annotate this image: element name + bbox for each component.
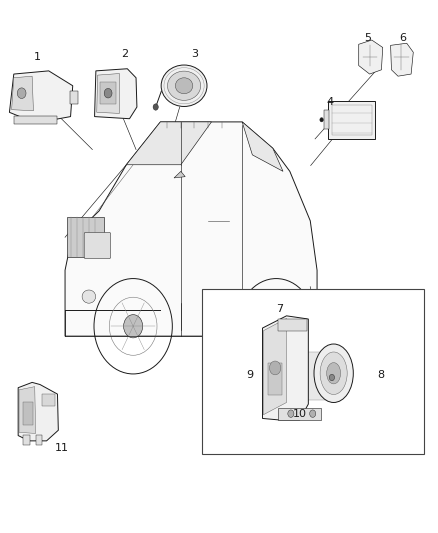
Polygon shape bbox=[97, 74, 120, 114]
Polygon shape bbox=[263, 319, 286, 415]
Ellipse shape bbox=[82, 290, 95, 303]
Ellipse shape bbox=[161, 65, 207, 107]
FancyBboxPatch shape bbox=[35, 435, 42, 445]
Circle shape bbox=[288, 410, 294, 417]
Polygon shape bbox=[10, 71, 73, 123]
FancyBboxPatch shape bbox=[22, 401, 33, 425]
Text: 9: 9 bbox=[246, 370, 253, 381]
FancyBboxPatch shape bbox=[23, 435, 30, 445]
Text: 3: 3 bbox=[191, 49, 198, 59]
Text: 8: 8 bbox=[377, 370, 384, 381]
Circle shape bbox=[17, 88, 26, 99]
Circle shape bbox=[269, 361, 281, 375]
Circle shape bbox=[310, 410, 316, 417]
Text: 2: 2 bbox=[122, 49, 129, 59]
Polygon shape bbox=[359, 40, 383, 74]
Polygon shape bbox=[126, 122, 212, 165]
Text: 10: 10 bbox=[293, 409, 307, 419]
Polygon shape bbox=[278, 408, 321, 420]
Text: 6: 6 bbox=[399, 33, 406, 43]
Polygon shape bbox=[242, 122, 283, 171]
Ellipse shape bbox=[327, 362, 341, 384]
FancyBboxPatch shape bbox=[324, 110, 329, 130]
Polygon shape bbox=[19, 386, 35, 433]
Ellipse shape bbox=[167, 71, 201, 100]
Polygon shape bbox=[174, 171, 185, 178]
Polygon shape bbox=[391, 43, 413, 76]
Polygon shape bbox=[12, 76, 33, 111]
FancyBboxPatch shape bbox=[67, 217, 104, 257]
Text: 1: 1 bbox=[34, 52, 41, 61]
Circle shape bbox=[104, 88, 112, 98]
FancyBboxPatch shape bbox=[70, 91, 78, 104]
Circle shape bbox=[320, 118, 323, 122]
Polygon shape bbox=[262, 316, 308, 420]
FancyBboxPatch shape bbox=[201, 289, 424, 454]
FancyBboxPatch shape bbox=[84, 232, 111, 259]
FancyBboxPatch shape bbox=[278, 319, 307, 330]
Polygon shape bbox=[95, 69, 137, 119]
FancyBboxPatch shape bbox=[268, 362, 282, 394]
Circle shape bbox=[124, 314, 143, 338]
Ellipse shape bbox=[314, 344, 353, 402]
FancyBboxPatch shape bbox=[100, 82, 116, 104]
FancyBboxPatch shape bbox=[328, 101, 375, 139]
Polygon shape bbox=[65, 122, 317, 336]
Text: 11: 11 bbox=[55, 443, 69, 453]
FancyBboxPatch shape bbox=[14, 116, 57, 124]
Ellipse shape bbox=[175, 78, 193, 94]
Circle shape bbox=[267, 314, 286, 338]
FancyBboxPatch shape bbox=[306, 352, 332, 400]
Text: 5: 5 bbox=[364, 33, 371, 43]
Circle shape bbox=[153, 104, 158, 110]
Circle shape bbox=[329, 374, 335, 381]
Ellipse shape bbox=[320, 352, 347, 394]
Text: 4: 4 bbox=[327, 96, 334, 107]
Polygon shape bbox=[18, 382, 58, 441]
FancyBboxPatch shape bbox=[42, 394, 55, 406]
Text: 7: 7 bbox=[276, 304, 284, 314]
